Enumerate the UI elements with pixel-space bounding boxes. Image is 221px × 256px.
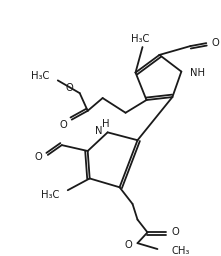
Text: CH₃: CH₃ bbox=[171, 246, 190, 256]
Text: O: O bbox=[59, 120, 67, 130]
Text: O: O bbox=[171, 227, 179, 237]
Text: NH: NH bbox=[190, 68, 205, 78]
Text: O: O bbox=[34, 152, 42, 162]
Text: O: O bbox=[125, 240, 133, 250]
Text: H₃C: H₃C bbox=[41, 190, 59, 200]
Text: H: H bbox=[102, 119, 109, 129]
Text: O: O bbox=[66, 83, 74, 93]
Text: N: N bbox=[95, 126, 102, 136]
Text: O: O bbox=[211, 38, 219, 48]
Text: H₃C: H₃C bbox=[131, 34, 150, 44]
Text: H₃C: H₃C bbox=[31, 71, 49, 81]
